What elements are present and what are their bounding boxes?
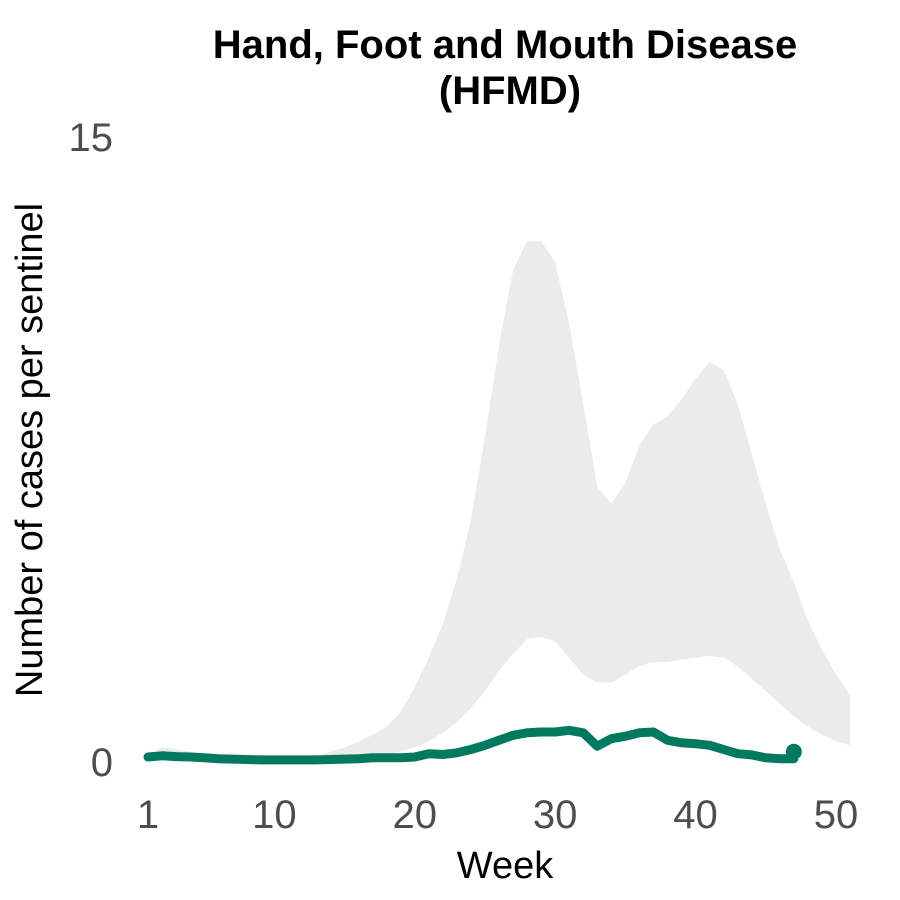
y-tick-label: 0 (91, 741, 113, 785)
x-tick-label: 30 (533, 793, 578, 837)
chart-title-line-1: Hand, Foot and Mouth Disease (213, 23, 797, 67)
x-tick-label: 50 (814, 793, 859, 837)
x-tick-label: 1 (137, 793, 159, 837)
chart-title-line-2: (HFMD) (439, 69, 581, 113)
current-season-line (143, 725, 799, 765)
y-axis-label: Number of cases per sentinel (9, 203, 51, 697)
latest-point (785, 743, 802, 760)
y-axis-ticks: 0 15 (69, 116, 114, 785)
historical-range-band (148, 241, 850, 761)
latest-point-marker (785, 743, 802, 760)
range-band-area (148, 241, 850, 761)
y-tick-label: 15 (69, 116, 114, 160)
series-line-0 (143, 725, 799, 765)
x-tick-label: 20 (393, 793, 438, 837)
x-axis-label: Week (457, 845, 554, 887)
x-axis-ticks: 1 10 20 30 40 50 (137, 793, 858, 837)
x-tick-label: 10 (252, 793, 297, 837)
x-tick-label: 40 (673, 793, 718, 837)
